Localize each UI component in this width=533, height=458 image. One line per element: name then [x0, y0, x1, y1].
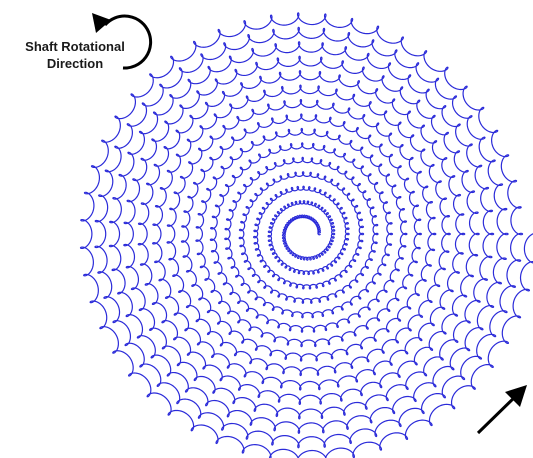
label-line-1: Shaft Rotational — [25, 39, 125, 54]
arrow-up-right-icon — [476, 391, 521, 435]
label-line-2: Direction — [46, 56, 104, 71]
rotation-direction-icon — [92, 13, 153, 70]
feed-direction-icon — [476, 385, 527, 435]
rotation-arrowhead — [92, 13, 111, 33]
trochoidal-spiral-path — [79, 12, 533, 458]
shaft-rotation-label: Shaft Rotational Direction — [4, 38, 146, 72]
curved-arrow-ccw-icon — [103, 14, 153, 70]
feed-arrowhead — [505, 385, 527, 407]
